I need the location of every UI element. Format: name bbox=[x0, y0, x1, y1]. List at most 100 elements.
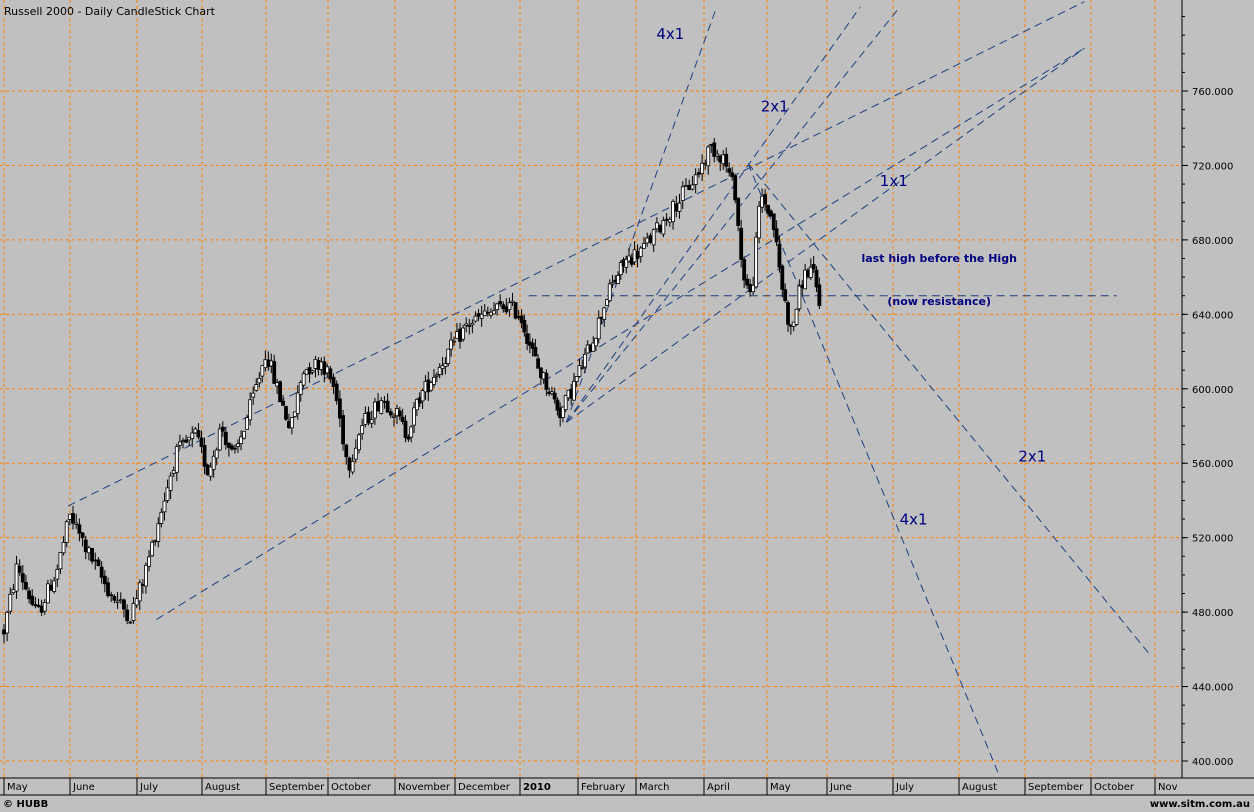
candle-body bbox=[52, 580, 57, 592]
x-tick-label: December bbox=[458, 782, 511, 793]
candle-body bbox=[536, 358, 541, 369]
y-tick-label: 400.000 bbox=[1192, 757, 1233, 768]
candle-body bbox=[372, 401, 377, 419]
candle-body bbox=[574, 376, 579, 382]
candle-body bbox=[33, 604, 38, 606]
candle-body bbox=[718, 155, 723, 163]
candle-body bbox=[99, 566, 104, 578]
candle-body bbox=[455, 331, 459, 339]
candle-body bbox=[42, 602, 47, 612]
candle-body bbox=[721, 154, 726, 165]
candle-body bbox=[134, 598, 139, 606]
candle-body bbox=[331, 376, 336, 387]
candle-body bbox=[248, 399, 253, 421]
annotations: 4x1 2x1 1x1 last high before the High (now r… bbox=[656, 25, 1046, 529]
x-tick-label: March bbox=[639, 782, 669, 793]
candle-body bbox=[284, 406, 288, 420]
candle-body bbox=[661, 220, 666, 235]
candle-body bbox=[226, 442, 231, 448]
candle-body bbox=[727, 168, 732, 173]
candle-body bbox=[55, 569, 60, 580]
candle-body bbox=[260, 365, 265, 377]
candle-body bbox=[687, 184, 692, 190]
candle-body bbox=[736, 197, 741, 226]
candle-body bbox=[230, 445, 234, 450]
x-tick-label: February bbox=[581, 782, 625, 793]
candle-body bbox=[501, 304, 506, 310]
candle-body bbox=[257, 377, 262, 384]
y-tick-label: 600.000 bbox=[1192, 385, 1233, 396]
candle-body bbox=[77, 524, 82, 534]
candle-body bbox=[730, 172, 735, 178]
candle-body bbox=[223, 431, 228, 445]
trendline bbox=[747, 163, 1149, 654]
y-tick-label: 640.000 bbox=[1192, 310, 1233, 321]
candle-body bbox=[193, 428, 198, 434]
candle-body bbox=[190, 432, 195, 439]
candle-body bbox=[165, 487, 170, 501]
x-tick-label: August bbox=[962, 782, 997, 793]
trendlines bbox=[67, 1, 1149, 775]
candle-body bbox=[771, 213, 776, 230]
x-tick-label: November bbox=[398, 782, 451, 793]
candle-body bbox=[733, 175, 738, 201]
candle-body bbox=[420, 390, 425, 402]
candle-body bbox=[591, 342, 596, 352]
candle-body bbox=[482, 310, 487, 316]
candle-body bbox=[90, 547, 95, 562]
candle-body bbox=[510, 300, 515, 303]
y-tick-label: 680.000 bbox=[1192, 236, 1233, 247]
candle-body bbox=[187, 436, 192, 441]
annotation-label: last high before the High bbox=[861, 252, 1016, 265]
candle-body bbox=[122, 599, 126, 610]
candle-body bbox=[596, 317, 601, 340]
candle-body bbox=[774, 228, 779, 243]
candle-body bbox=[794, 308, 799, 325]
candle-body bbox=[61, 541, 66, 554]
x-tick-label: May bbox=[770, 782, 791, 793]
candle-body bbox=[412, 407, 416, 426]
candle-body bbox=[645, 237, 650, 244]
trendline bbox=[67, 1, 1085, 507]
candle-body bbox=[525, 333, 530, 344]
candle-body bbox=[777, 243, 782, 268]
candle-body bbox=[817, 284, 822, 307]
candle-body bbox=[174, 446, 179, 473]
candle-body bbox=[388, 411, 393, 416]
candle-body bbox=[11, 589, 16, 594]
candle-body bbox=[607, 283, 612, 302]
candle-body bbox=[49, 584, 53, 591]
candle-body bbox=[706, 146, 711, 167]
trendline bbox=[565, 7, 718, 423]
candle-body bbox=[572, 380, 576, 401]
y-tick-label: 760.000 bbox=[1192, 87, 1233, 98]
trendline bbox=[156, 47, 1085, 620]
candle-body bbox=[684, 184, 688, 187]
candle-body bbox=[605, 299, 609, 306]
trendline bbox=[747, 163, 1000, 775]
candle-body bbox=[295, 392, 300, 414]
candle-body bbox=[102, 575, 107, 585]
x-tick-label: September bbox=[1028, 782, 1084, 793]
candle-body bbox=[552, 392, 557, 400]
candle-body bbox=[748, 283, 753, 292]
x-tick-label: July bbox=[139, 782, 158, 793]
candle-body bbox=[125, 609, 130, 621]
candle-body bbox=[281, 400, 285, 406]
candle-body bbox=[64, 521, 69, 543]
candle-body bbox=[211, 455, 216, 470]
annotation-label: 2x1 bbox=[1018, 447, 1046, 465]
candle-body bbox=[690, 184, 695, 190]
candle-body bbox=[153, 540, 158, 543]
candle-body bbox=[495, 303, 499, 311]
candle-body bbox=[245, 417, 250, 430]
candle-body bbox=[292, 411, 297, 417]
candle-body bbox=[754, 236, 759, 288]
candle-body bbox=[616, 275, 620, 284]
annotation-label: 4x1 bbox=[900, 511, 928, 529]
y-tick-label: 520.000 bbox=[1192, 534, 1233, 545]
candle-body bbox=[347, 457, 352, 471]
y-tick-label: 720.000 bbox=[1192, 161, 1233, 172]
candle-body bbox=[350, 460, 355, 473]
x-tick-label: June bbox=[72, 782, 95, 793]
